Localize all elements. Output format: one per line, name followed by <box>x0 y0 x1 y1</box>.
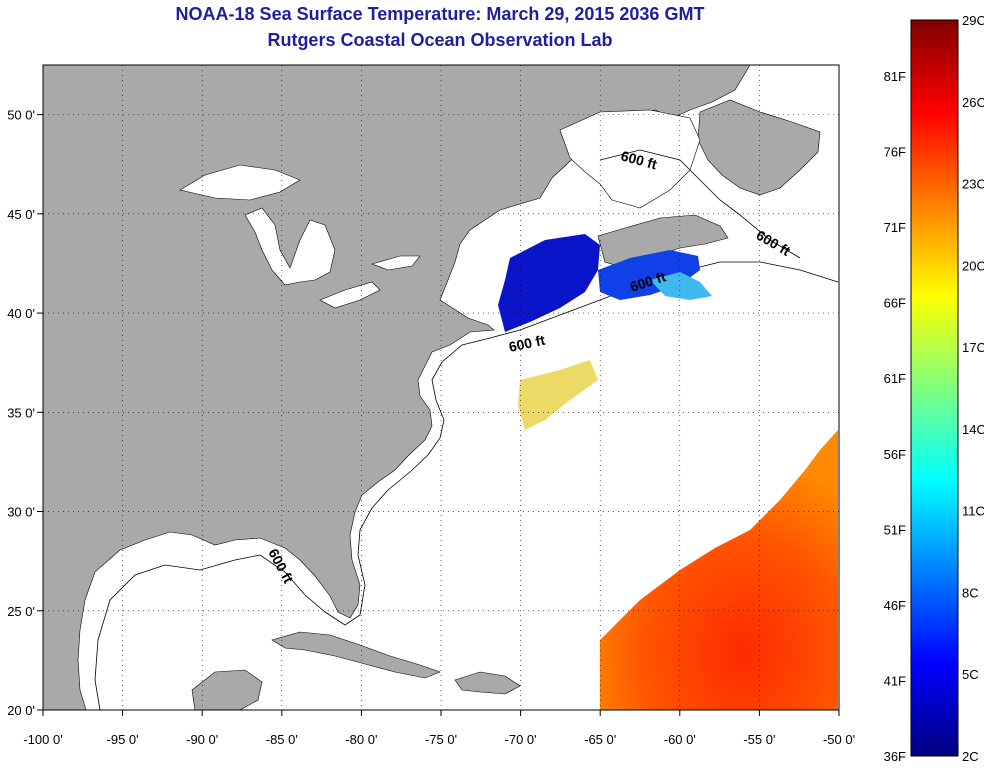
colorbar-fahrenheit-label: 51F <box>884 522 906 537</box>
lon-tick-label: -90 0' <box>186 732 218 747</box>
colorbar-labels: 29C 26C 23C 20C 17C 14C 11C 8C 5C 2C 81F 76F 71F 66F 6… <box>884 13 984 764</box>
lat-tick-label: 40 0' <box>7 306 35 321</box>
colorbar-celsius-label: 23C <box>962 177 984 192</box>
latitude-labels: 20 0' 25 0' 30 0' 35 0' 40 0' 45 0' 50 0' <box>7 108 35 718</box>
land-north-america <box>43 65 751 710</box>
sst-cool-patch-offshore <box>650 272 712 300</box>
colorbar <box>910 19 959 757</box>
lake-erie-ontario <box>319 255 421 309</box>
lat-tick-label: 50 0' <box>7 108 35 123</box>
land-hispaniola <box>454 671 521 695</box>
lat-tick-label: 25 0' <box>7 604 35 619</box>
lat-tick-label: 20 0' <box>7 703 35 718</box>
lon-tick-label: -70 0' <box>505 732 537 747</box>
lon-tick-label: -75 0' <box>425 732 457 747</box>
colorbar-celsius-label: 2C <box>962 749 979 764</box>
lon-tick-label: -80 0' <box>345 732 377 747</box>
lon-tick-label: -65 0' <box>584 732 616 747</box>
colorbar-fahrenheit-label: 61F <box>884 371 906 386</box>
lon-tick-label: -55 0' <box>743 732 775 747</box>
map-title: NOAA-18 Sea Surface Temperature: March 2… <box>175 4 705 24</box>
lake-michigan-huron <box>244 207 336 286</box>
lon-tick-label: -85 0' <box>266 732 298 747</box>
colorbar-celsius-label: 5C <box>962 667 979 682</box>
map-frame <box>42 64 840 711</box>
sst-warm-region <box>600 430 838 710</box>
colorbar-fahrenheit-label: 81F <box>884 69 906 84</box>
colorbar-fahrenheit-label: 66F <box>884 296 906 311</box>
colorbar-celsius-label: 17C <box>962 340 984 355</box>
colorbar-celsius-label: 8C <box>962 585 979 600</box>
colorbar-celsius-label: 14C <box>962 422 984 437</box>
isobath-label: 600 ft <box>507 332 546 355</box>
colorbar-celsius-label: 26C <box>962 95 984 110</box>
colorbar-fahrenheit-label: 56F <box>884 447 906 462</box>
isobath-line <box>599 149 801 259</box>
lat-tick-label: 45 0' <box>7 207 35 222</box>
colorbar-celsius-label: 11C <box>962 504 984 519</box>
colorbar-fahrenheit-label: 71F <box>884 220 906 235</box>
lon-tick-label: -50 0' <box>823 732 855 747</box>
colorbar-fahrenheit-label: 76F <box>884 145 906 160</box>
colorbar-celsius-label: 20C <box>962 258 984 273</box>
lake-superior <box>179 164 301 201</box>
lon-tick-label: -60 0' <box>664 732 696 747</box>
gulf-st-lawrence <box>559 109 701 209</box>
sst-cold-patch-gulf-of-maine <box>498 234 600 332</box>
lat-tick-label: 30 0' <box>7 505 35 520</box>
land-newfoundland <box>697 99 821 196</box>
land-cuba <box>271 631 441 679</box>
colorbar-celsius-label: 29C <box>962 13 984 28</box>
colorbar-fahrenheit-label: 36F <box>884 749 906 764</box>
longitude-labels: -100 0' -95 0' -90 0' -85 0' -80 0' -75 0' -70… <box>23 732 855 747</box>
lat-tick-label: 35 0' <box>7 405 35 420</box>
sst-cold-patch-scotian-shelf <box>598 250 700 300</box>
graticule <box>37 65 840 716</box>
colorbar-fahrenheit-label: 41F <box>884 673 906 688</box>
map-subtitle: Rutgers Coastal Ocean Observation Lab <box>267 30 613 50</box>
lon-tick-label: -95 0' <box>107 732 139 747</box>
land-yucatan <box>191 669 263 710</box>
colorbar-fahrenheit-label: 46F <box>884 598 906 613</box>
lon-tick-label: -100 0' <box>23 732 62 747</box>
